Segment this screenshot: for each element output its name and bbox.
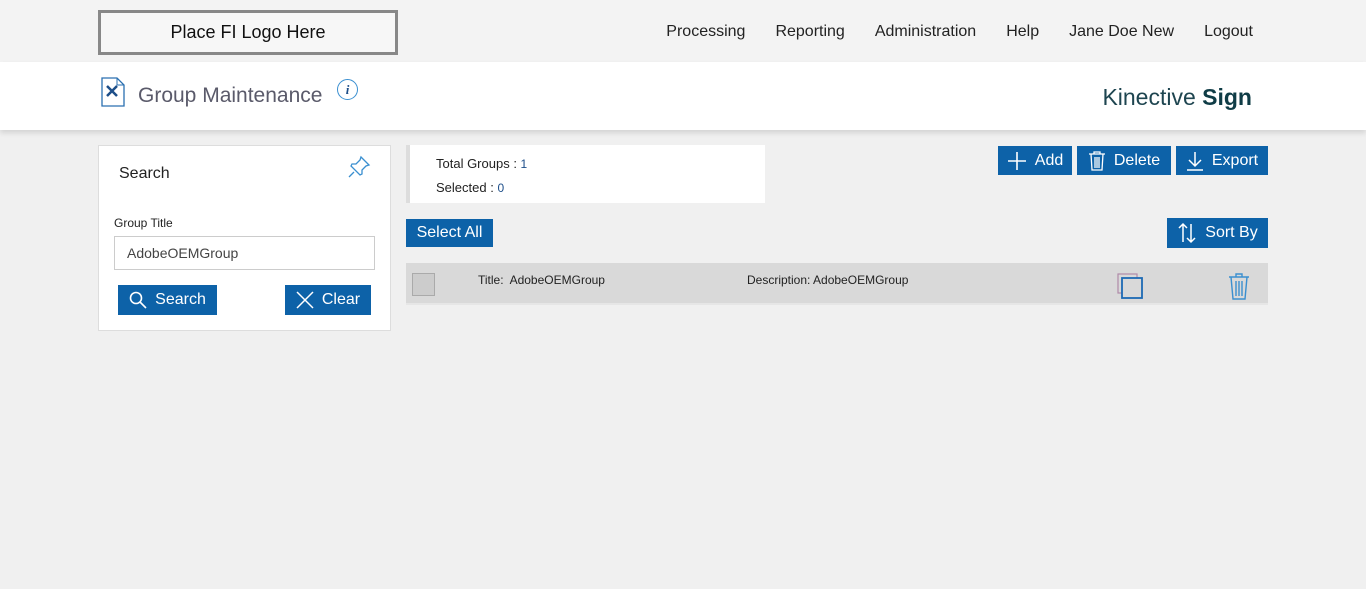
group-stats: Total Groups : 1 Selected : 0 <box>406 145 765 203</box>
search-panel: Search Group Title Search Clear <box>98 145 391 331</box>
info-icon[interactable]: i <box>337 79 358 100</box>
table-row: Title: AdobeOEMGroup Description: AdobeO… <box>406 263 1268 305</box>
group-title-input[interactable] <box>114 236 375 270</box>
logo-placeholder: Place FI Logo Here <box>98 10 398 55</box>
delete-button[interactable]: Delete <box>1077 146 1171 175</box>
group-title-label: Group Title <box>114 216 173 230</box>
search-icon <box>129 291 147 309</box>
page-header: Group Maintenance i Kinective Sign <box>0 62 1366 130</box>
clear-button[interactable]: Clear <box>285 285 371 315</box>
nav-processing[interactable]: Processing <box>666 23 746 40</box>
pin-icon[interactable] <box>346 154 372 180</box>
brand-logo: Kinective Sign <box>1102 84 1252 110</box>
total-groups-count: 1 <box>520 157 528 171</box>
sort-by-button[interactable]: Sort By <box>1167 218 1268 248</box>
close-icon <box>296 291 314 309</box>
add-button[interactable]: Add <box>998 146 1072 175</box>
top-bar: Place FI Logo Here Processing Reporting … <box>0 0 1366 62</box>
select-all-button[interactable]: Select All <box>406 219 493 247</box>
trash-icon <box>1088 150 1105 171</box>
search-button[interactable]: Search <box>118 285 217 315</box>
nav-help[interactable]: Help <box>1006 23 1040 40</box>
nav-administration[interactable]: Administration <box>874 23 977 40</box>
row-title: Title: AdobeOEMGroup <box>478 273 605 287</box>
export-button[interactable]: Export <box>1176 146 1268 175</box>
download-icon <box>1186 151 1203 171</box>
main-nav: Processing Reporting Administration Help… <box>666 23 1253 41</box>
copy-icon[interactable] <box>1117 273 1145 301</box>
row-description: Description: AdobeOEMGroup <box>747 273 909 287</box>
nav-logout[interactable]: Logout <box>1204 23 1253 40</box>
nav-reporting[interactable]: Reporting <box>775 23 845 40</box>
row-checkbox[interactable] <box>412 273 435 296</box>
selected-count: 0 <box>497 181 505 195</box>
document-tools-icon <box>101 77 125 107</box>
page-title: Group Maintenance <box>138 84 323 107</box>
sort-icon <box>1178 222 1196 244</box>
plus-icon <box>1007 151 1026 170</box>
nav-user[interactable]: Jane Doe New <box>1069 23 1175 40</box>
search-panel-title: Search <box>119 165 170 182</box>
trash-icon[interactable] <box>1228 273 1250 300</box>
